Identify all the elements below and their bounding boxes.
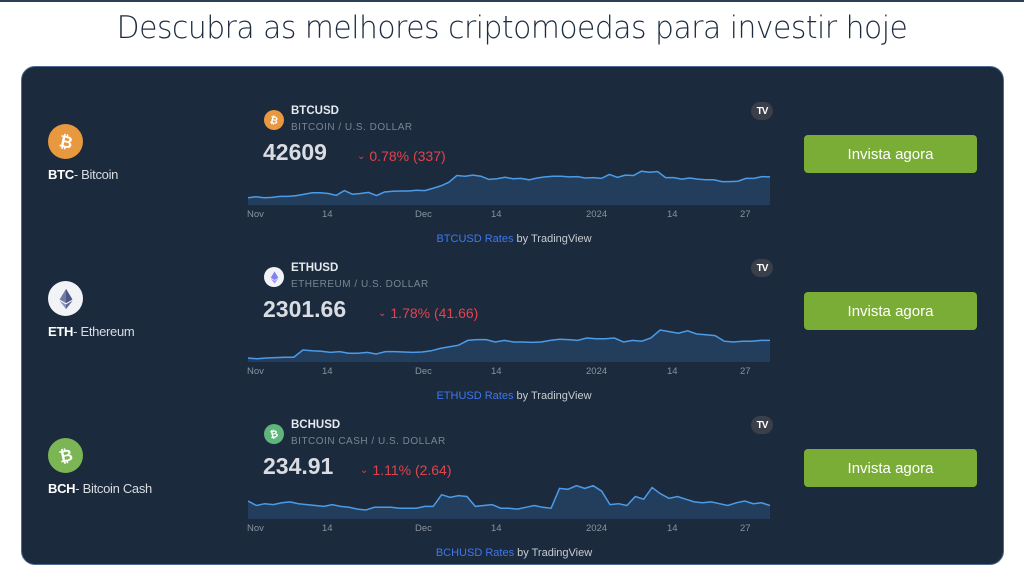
axis-tick: 2024 — [586, 366, 608, 377]
top-border — [0, 0, 1024, 2]
axis-tick: Nov — [247, 209, 264, 220]
price-change: ⌄ 1.78% (41.66) — [378, 305, 478, 321]
price-value: 42609 — [263, 139, 327, 165]
crypto-panel: ₿ BTC- Bitcoin ₿ BTCUSD BITCOIN / U.S. D… — [21, 66, 1004, 565]
tradingview-widget-bchusd[interactable]: ₿ BCHUSD BITCOIN CASH / U.S. DOLLAR 234.… — [247, 396, 773, 559]
coin-name: BTC- Bitcoin — [48, 167, 118, 182]
axis-tick: 14 — [491, 523, 502, 534]
bitcoin-icon: ₿ — [48, 124, 83, 159]
sparkline-chart — [248, 329, 770, 362]
symbol-description: BITCOIN CASH / U.S. DOLLAR — [291, 436, 446, 447]
axis-tick: Dec — [415, 523, 432, 534]
axis-tick: 14 — [491, 366, 502, 377]
axis-tick: Dec — [415, 209, 432, 220]
coin-ticker: ETH — [48, 324, 74, 339]
coin-ticker: BCH — [48, 481, 76, 496]
price-change: ⌄ 0.78% (337) — [357, 148, 446, 164]
bitcoin-cash-icon: ₿ — [48, 438, 83, 473]
svg-text:₿: ₿ — [269, 429, 279, 441]
sparkline-chart — [248, 484, 770, 519]
symbol-description: ETHEREUM / U.S. DOLLAR — [291, 279, 429, 290]
axis-tick: 14 — [667, 209, 678, 220]
x-axis: Nov 14 Dec 14 2024 14 27 — [247, 523, 771, 535]
svg-text:₿: ₿ — [57, 445, 74, 466]
attribution: BCHUSD Rates by TradingView — [247, 547, 781, 559]
tradingview-widget-ethusd[interactable]: ETHUSD ETHEREUM / U.S. DOLLAR 2301.66 ⌄ 1… — [247, 239, 773, 402]
coin-row-bch: ₿ BCH- Bitcoin Cash ₿ BCHUSD BITCOIN CAS… — [22, 396, 1005, 559]
x-axis: Nov 14 Dec 14 2024 14 27 — [247, 366, 771, 378]
chevron-down-icon: ⌄ — [378, 308, 387, 319]
bitcoin-cash-icon: ₿ — [264, 424, 284, 444]
symbol-label[interactable]: BCHUSD — [291, 419, 341, 431]
bitcoin-icon: ₿ — [264, 110, 284, 130]
axis-tick: 2024 — [586, 209, 608, 220]
tradingview-logo-icon[interactable]: TV — [751, 259, 773, 277]
invest-now-button-bch[interactable]: Invista agora — [804, 449, 977, 487]
attribution: ETHUSD Rates by TradingView — [247, 390, 781, 402]
price-value: 2301.66 — [263, 296, 347, 322]
rates-link[interactable]: BCHUSD Rates — [435, 547, 515, 559]
tradingview-widget-btcusd[interactable]: ₿ BTCUSD BITCOIN / U.S. DOLLAR 42609 ⌄ 0.… — [247, 82, 773, 245]
attribution-suffix: by TradingView — [513, 390, 592, 402]
axis-tick: 14 — [667, 523, 678, 534]
axis-tick: 14 — [667, 366, 678, 377]
coin-fullname: - Bitcoin — [73, 167, 119, 182]
svg-text:₿: ₿ — [57, 131, 74, 152]
sparkline-chart — [248, 170, 770, 205]
axis-tick: 14 — [491, 209, 502, 220]
axis-tick: Dec — [415, 366, 432, 377]
coin-fullname: - Bitcoin Cash — [75, 481, 152, 496]
rates-link[interactable]: BTCUSD Rates — [436, 233, 514, 245]
axis-tick: 2024 — [586, 523, 608, 534]
tradingview-logo-icon[interactable]: TV — [751, 102, 773, 120]
coin-row-btc: ₿ BTC- Bitcoin ₿ BTCUSD BITCOIN / U.S. D… — [22, 82, 1005, 245]
axis-tick: Nov — [247, 366, 264, 377]
change-value: 1.78% (41.66) — [390, 305, 479, 321]
axis-tick: 27 — [740, 209, 751, 220]
ethereum-icon — [48, 281, 83, 316]
change-value: 0.78% (337) — [369, 148, 446, 164]
attribution: BTCUSD Rates by TradingView — [247, 233, 781, 245]
coin-fullname: - Ethereum — [73, 324, 135, 339]
ethereum-icon — [264, 267, 284, 287]
x-axis: Nov 14 Dec 14 2024 14 27 — [247, 209, 771, 221]
axis-tick: 14 — [322, 523, 333, 534]
chevron-down-icon: ⌄ — [360, 465, 369, 476]
price-value: 234.91 — [263, 453, 334, 479]
axis-tick: 14 — [322, 209, 333, 220]
symbol-label[interactable]: BTCUSD — [291, 105, 339, 117]
axis-tick: 27 — [740, 523, 751, 534]
change-value: 1.11% (2.64) — [372, 462, 452, 478]
chevron-down-icon: ⌄ — [357, 151, 366, 162]
price-change: ⌄ 1.11% (2.64) — [360, 462, 452, 478]
attribution-suffix: by TradingView — [513, 233, 592, 245]
axis-tick: 14 — [322, 366, 333, 377]
axis-tick: 27 — [740, 366, 751, 377]
coin-row-eth: ETH- Ethereum ETHUSD ETHEREUM / U.S. DOL… — [22, 239, 1005, 402]
symbol-description: BITCOIN / U.S. DOLLAR — [291, 122, 413, 133]
rates-link[interactable]: ETHUSD Rates — [436, 390, 514, 402]
coin-name: ETH- Ethereum — [48, 324, 135, 339]
axis-tick: Nov — [247, 523, 264, 534]
tradingview-logo-icon[interactable]: TV — [751, 416, 773, 434]
invest-now-button-eth[interactable]: Invista agora — [804, 292, 977, 330]
coin-name: BCH- Bitcoin Cash — [48, 481, 152, 496]
invest-now-button-btc[interactable]: Invista agora — [804, 135, 977, 173]
coin-ticker: BTC — [48, 167, 74, 182]
page-title: Descubra as melhores criptomoedas para i… — [116, 10, 908, 46]
svg-text:₿: ₿ — [269, 115, 279, 127]
attribution-suffix: by TradingView — [514, 547, 593, 559]
symbol-label[interactable]: ETHUSD — [291, 262, 339, 274]
